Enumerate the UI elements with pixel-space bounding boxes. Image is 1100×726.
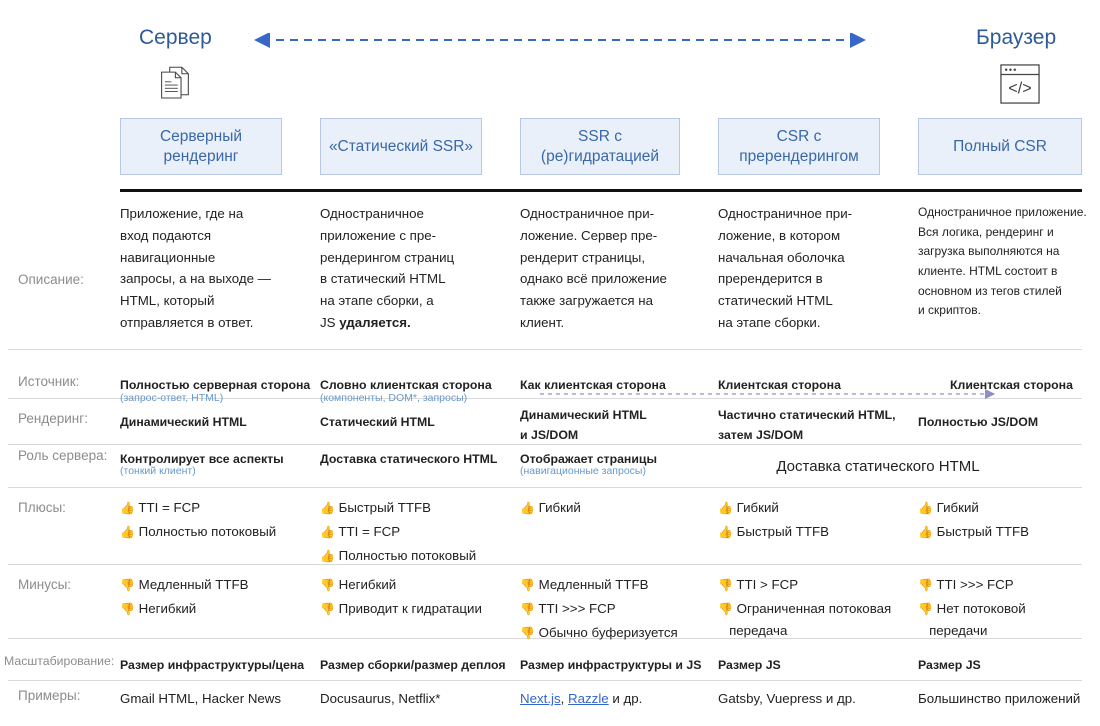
svg-text:</>: </> xyxy=(1008,80,1031,98)
